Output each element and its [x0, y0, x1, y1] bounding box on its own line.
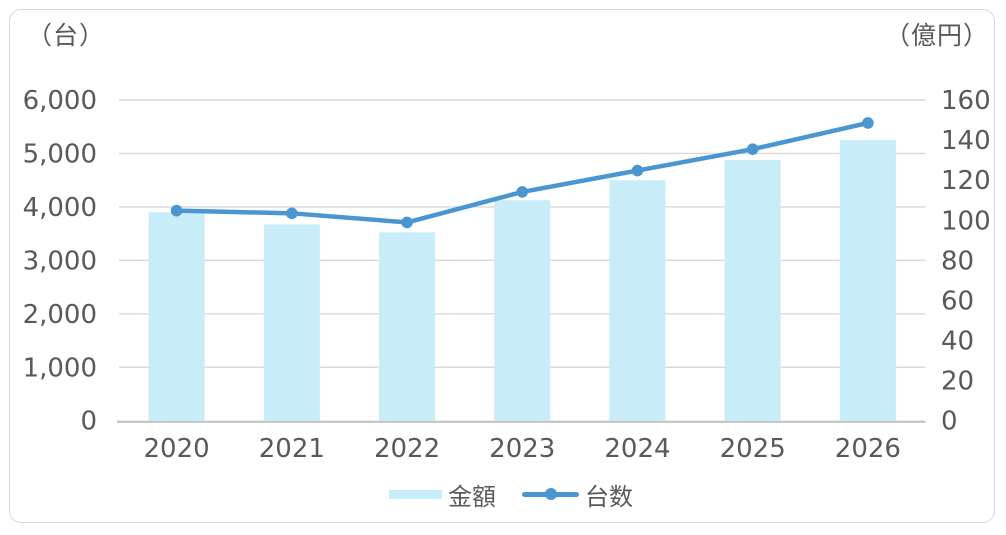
- bar-swatch-icon: [389, 489, 442, 499]
- y-axis-tick-label-right: 120: [941, 166, 991, 196]
- y-axis-tick-label-left: 5,000: [23, 139, 97, 169]
- line-marker-swatch-icon: [522, 488, 579, 500]
- y-axis-tick-label-right: 160: [941, 86, 991, 116]
- x-axis-label-2020: 2020: [144, 434, 210, 464]
- x-axis-label-2022: 2022: [374, 434, 440, 464]
- x-axis-label-2024: 2024: [604, 434, 670, 464]
- right-axis-unit-label: （億円）: [884, 21, 989, 50]
- y-axis-tick-label-left: 4,000: [23, 193, 97, 223]
- y-axis-tick-label-left: 0: [80, 407, 97, 437]
- legend-label-amount: 金額: [448, 482, 496, 511]
- y-axis-tick-label-right: 140: [941, 126, 991, 156]
- y-axis-tick-label-right: 100: [941, 206, 991, 236]
- y-axis-tick-label-left: 2,000: [23, 300, 97, 330]
- legend-label-units: 台数: [585, 482, 633, 511]
- data-point-marker-2025[interactable]: [746, 143, 759, 155]
- legend-item-amount[interactable]: 金額: [389, 477, 496, 512]
- y-axis-tick-label-left: 6,000: [23, 86, 97, 116]
- bar-2024[interactable]: [609, 180, 666, 421]
- left-axis-unit-label: （台）: [27, 21, 106, 50]
- bar-2021[interactable]: [263, 224, 320, 421]
- bar-2020[interactable]: [148, 212, 205, 421]
- bar-2022[interactable]: [379, 232, 436, 421]
- data-point-marker-2026[interactable]: [862, 117, 874, 129]
- y-axis-tick-label-left: 1,000: [23, 353, 97, 383]
- y-axis-tick-label-right: 20: [941, 367, 974, 397]
- y-axis-tick-label-left: 3,000: [23, 246, 97, 276]
- bar-2025[interactable]: [724, 160, 781, 421]
- y-axis-tick-label-right: 80: [941, 246, 974, 276]
- data-point-marker-2023[interactable]: [516, 186, 529, 198]
- data-point-marker-2020[interactable]: [170, 204, 183, 217]
- data-point-marker-2024[interactable]: [631, 164, 644, 177]
- x-axis-label-2021: 2021: [259, 434, 325, 464]
- data-point-marker-2022[interactable]: [401, 216, 413, 229]
- y-axis-tick-label-right: 60: [941, 286, 974, 316]
- data-point-marker-2021[interactable]: [286, 207, 298, 220]
- legend-item-units[interactable]: 台数: [522, 477, 633, 512]
- y-axis-tick-label-right: 40: [941, 327, 974, 357]
- y-axis-tick-label-right: 0: [941, 407, 958, 437]
- x-axis-label-2026: 2026: [835, 434, 901, 464]
- bar-2026[interactable]: [839, 140, 896, 421]
- legend: 金額 台数: [0, 477, 1006, 511]
- x-axis-label-2023: 2023: [489, 434, 555, 464]
- bar-2023[interactable]: [494, 200, 551, 421]
- x-axis-label-2025: 2025: [720, 434, 786, 464]
